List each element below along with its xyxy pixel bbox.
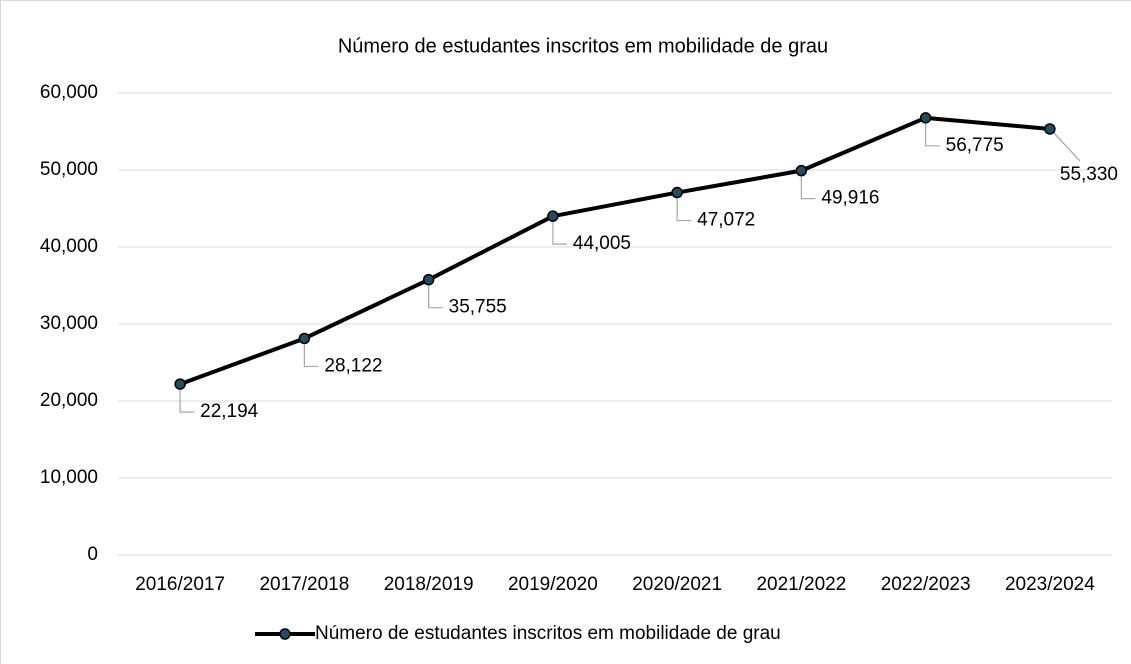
leader-line <box>552 222 567 245</box>
y-tick-label: 30,000 <box>40 313 98 334</box>
y-tick-label: 10,000 <box>40 467 98 488</box>
marker <box>671 186 683 199</box>
marker <box>547 210 559 222</box>
y-tick-label: 40,000 <box>40 236 98 257</box>
x-tick-label: 2021/2022 <box>756 574 846 595</box>
y-tick-label: 0 <box>87 544 98 565</box>
marker <box>298 332 311 345</box>
legend-marker <box>279 628 291 640</box>
x-tick-label: 2018/2019 <box>384 574 474 595</box>
legend-label: Número de estudantes inscritos em mobili… <box>315 623 781 644</box>
leader-line <box>303 344 319 368</box>
leader-line <box>428 285 443 309</box>
leader-line <box>800 176 816 200</box>
data-label: 35,755 <box>449 297 507 318</box>
x-tick-label: 2017/2018 <box>259 574 349 595</box>
y-tick-label: 60,000 <box>40 82 98 103</box>
marker <box>422 273 435 286</box>
data-label: 47,072 <box>697 210 755 231</box>
leader-line <box>1053 132 1081 162</box>
data-label: 49,916 <box>821 188 879 209</box>
marker <box>919 112 932 124</box>
data-label: 56,775 <box>946 135 1004 156</box>
x-tick-label: 2022/2023 <box>881 574 971 595</box>
y-tick-label: 50,000 <box>40 159 98 180</box>
marker <box>795 164 808 177</box>
marker <box>1044 123 1056 135</box>
marker <box>174 378 186 390</box>
leader-line <box>676 198 692 222</box>
line <box>179 115 1051 386</box>
data-label: 28,122 <box>324 355 382 376</box>
data-label: 44,005 <box>573 233 631 254</box>
leader-line <box>179 390 195 413</box>
x-tick-label: 2019/2020 <box>508 574 598 595</box>
data-label: 55,330 <box>1060 164 1118 185</box>
leader-line <box>925 123 940 147</box>
data-label: 22,194 <box>200 401 259 422</box>
chart-title: Número de estudantes inscritos em mobili… <box>338 35 828 57</box>
x-tick-label: 2016/2017 <box>135 574 225 595</box>
x-tick-label: 2020/2021 <box>632 574 722 595</box>
y-tick-label: 20,000 <box>40 390 98 411</box>
x-tick-label: 2023/2024 <box>1005 574 1095 595</box>
